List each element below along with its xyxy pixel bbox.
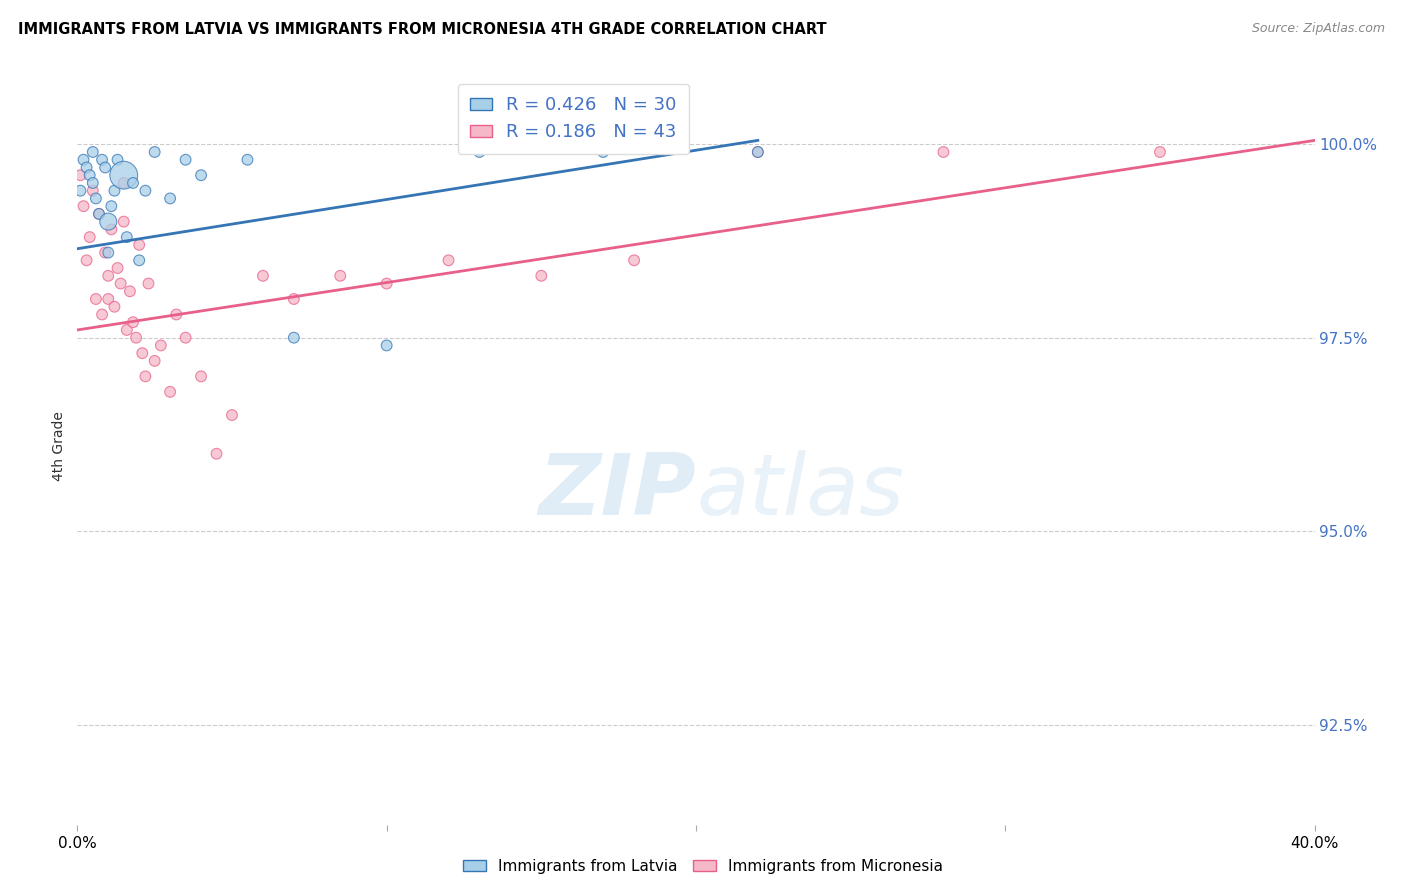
- Point: [329, 268, 352, 283]
- Point: [134, 369, 156, 384]
- Point: [252, 268, 274, 283]
- Text: atlas: atlas: [696, 450, 904, 533]
- Point: [747, 145, 769, 159]
- Y-axis label: 4th Grade: 4th Grade: [52, 411, 66, 481]
- Point: [128, 253, 150, 268]
- Point: [97, 268, 120, 283]
- Point: [82, 145, 104, 159]
- Point: [110, 277, 132, 291]
- Point: [82, 176, 104, 190]
- Point: [103, 184, 125, 198]
- Point: [468, 145, 491, 159]
- Point: [76, 161, 98, 175]
- Point: [72, 153, 94, 167]
- Legend: Immigrants from Latvia, Immigrants from Micronesia: Immigrants from Latvia, Immigrants from …: [457, 853, 949, 880]
- Point: [87, 207, 110, 221]
- Point: [97, 245, 120, 260]
- Point: [115, 323, 138, 337]
- Point: [94, 161, 117, 175]
- Point: [76, 253, 98, 268]
- Point: [94, 245, 117, 260]
- Point: [118, 285, 141, 299]
- Point: [747, 145, 769, 159]
- Point: [69, 184, 91, 198]
- Point: [79, 230, 101, 244]
- Point: [190, 168, 212, 182]
- Point: [159, 384, 181, 399]
- Point: [115, 230, 138, 244]
- Point: [149, 338, 172, 352]
- Point: [112, 214, 135, 228]
- Point: [623, 253, 645, 268]
- Text: Source: ZipAtlas.com: Source: ZipAtlas.com: [1251, 22, 1385, 36]
- Point: [112, 168, 135, 182]
- Point: [1149, 145, 1171, 159]
- Point: [91, 153, 114, 167]
- Point: [190, 369, 212, 384]
- Point: [91, 308, 114, 322]
- Point: [107, 261, 129, 276]
- Point: [69, 168, 91, 182]
- Text: IMMIGRANTS FROM LATVIA VS IMMIGRANTS FROM MICRONESIA 4TH GRADE CORRELATION CHART: IMMIGRANTS FROM LATVIA VS IMMIGRANTS FRO…: [18, 22, 827, 37]
- Point: [122, 315, 145, 329]
- Point: [125, 331, 148, 345]
- Point: [174, 331, 197, 345]
- Point: [82, 184, 104, 198]
- Point: [375, 338, 398, 352]
- Point: [103, 300, 125, 314]
- Point: [221, 408, 243, 422]
- Point: [143, 145, 166, 159]
- Point: [283, 292, 305, 306]
- Point: [72, 199, 94, 213]
- Point: [592, 145, 614, 159]
- Point: [932, 145, 955, 159]
- Point: [84, 191, 107, 205]
- Text: ZIP: ZIP: [538, 450, 696, 533]
- Point: [87, 207, 110, 221]
- Point: [138, 277, 160, 291]
- Point: [134, 184, 156, 198]
- Point: [174, 153, 197, 167]
- Point: [100, 199, 122, 213]
- Point: [112, 176, 135, 190]
- Point: [375, 277, 398, 291]
- Point: [128, 237, 150, 252]
- Point: [205, 447, 228, 461]
- Point: [79, 168, 101, 182]
- Point: [283, 331, 305, 345]
- Point: [165, 308, 187, 322]
- Point: [143, 354, 166, 368]
- Point: [236, 153, 259, 167]
- Point: [84, 292, 107, 306]
- Point: [437, 253, 460, 268]
- Point: [100, 222, 122, 236]
- Legend: R = 0.426   N = 30, R = 0.186   N = 43: R = 0.426 N = 30, R = 0.186 N = 43: [457, 84, 689, 153]
- Point: [122, 176, 145, 190]
- Point: [159, 191, 181, 205]
- Point: [97, 292, 120, 306]
- Point: [530, 268, 553, 283]
- Point: [97, 214, 120, 228]
- Point: [131, 346, 153, 360]
- Point: [107, 153, 129, 167]
